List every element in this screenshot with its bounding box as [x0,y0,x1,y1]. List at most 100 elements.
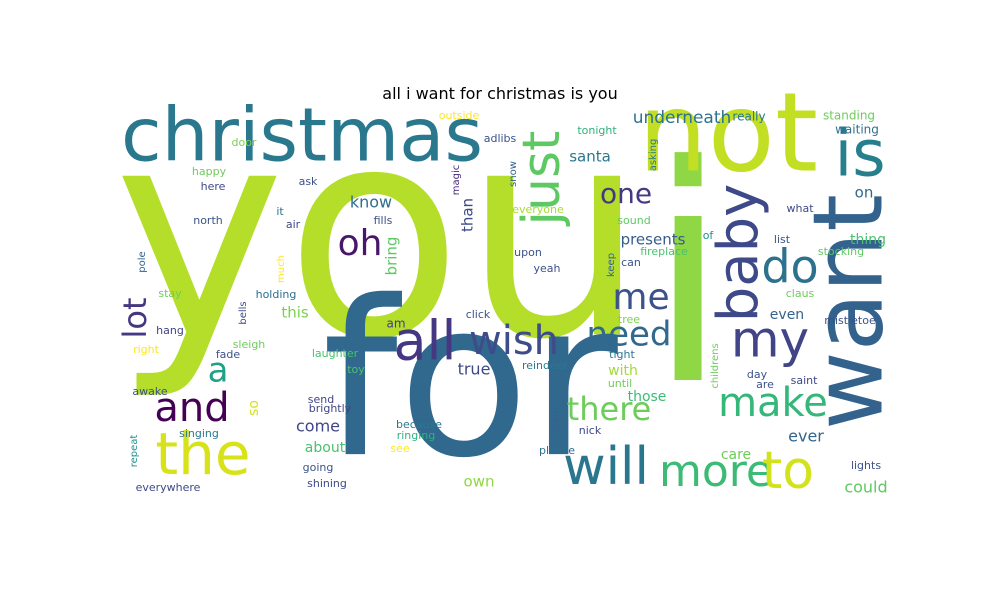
word-wish: wish [469,318,559,364]
word-because: because [396,418,442,431]
word-than: than [459,198,477,232]
word-not: not [638,68,818,196]
word-tight: tight [609,348,635,361]
word-oh: oh [338,223,383,264]
word-will: will [563,437,649,497]
word-claus: claus [786,287,815,300]
word-want: want [792,194,904,430]
word-there: there [567,390,652,428]
word-going: going [303,461,334,474]
word-ringing: ringing [397,429,436,442]
word-snow: snow [508,161,519,187]
word-air: air [286,218,301,231]
word-toy: toy [347,363,365,376]
word-about: about [305,440,346,456]
word-santa: santa [569,148,611,166]
word-lights: lights [851,459,881,472]
word-happy: happy [192,165,227,178]
word-know: know [350,193,392,212]
word-really: really [732,110,765,124]
word-door: door [232,136,257,149]
word-with: with [608,363,638,379]
word-holding: holding [256,288,297,301]
word-magic: magic [451,165,462,196]
word-everyone: everyone [512,203,564,216]
word-care: care [721,447,751,463]
word-ever: ever [788,427,824,446]
word-make: make [718,380,828,426]
word-singing: singing [179,427,219,440]
word-pole: pole [137,251,148,272]
word-are: are [756,378,774,391]
word-am: am [386,317,405,331]
word-everywhere: everywhere [136,481,201,494]
word-awake: awake [132,385,167,398]
word-one: one [600,177,652,210]
word-do: do [761,240,818,294]
word-my: my [731,311,809,369]
word-stocking: stocking [818,245,864,258]
word-sound: sound [617,214,650,227]
word-saint: saint [791,374,818,387]
word-thing: thing [850,232,886,248]
word-keep: keep [606,253,617,277]
word-childrens: childrens [710,343,721,388]
word-list: list [774,233,791,246]
word-north: north [193,214,223,227]
word-send: send [308,393,334,406]
word-this: this [281,304,309,322]
word-shining: shining [307,477,347,490]
word-brightly: brightly [309,402,352,415]
word-tonight: tonight [577,124,617,137]
word-ask: ask [299,175,318,188]
word-more: more [659,446,773,497]
word-baby: baby [706,184,771,323]
word-upon: upon [514,246,542,259]
word-click: click [466,308,491,321]
word-you: you [114,66,647,403]
word-could: could [844,478,887,497]
word-stay: stay [158,287,182,300]
word-outside: outside [439,109,480,122]
word-yeah: yeah [534,262,561,275]
word-i: i [646,102,729,451]
word-christmas: christmas [121,93,483,179]
word-bring: bring [383,237,401,276]
word-presents: presents [621,231,686,249]
word-what: what [786,202,814,215]
word-standing: standing [823,109,875,123]
word-see: see [390,442,409,455]
word-just: just [512,131,572,227]
word-please: please [539,444,575,457]
word-true: true [458,360,491,379]
word-the: the [155,420,250,488]
word-day: day [747,368,768,381]
word-mistletoe: mistletoe [824,314,876,327]
word-underneath: underneath [633,108,732,128]
word-a: a [208,351,229,391]
word-reindeer: reindeer [522,359,569,372]
word-can: can [621,256,641,269]
word-all: all [393,310,456,373]
word-adlibs: adlibs [484,132,517,145]
word-even: even [770,307,804,323]
word-fills: fills [374,214,393,227]
word-laughter: laughter [312,347,359,360]
word-sleigh: sleigh [233,338,266,351]
word-much: much [276,255,287,283]
word-nick: nick [579,424,602,437]
word-fireplace: fireplace [640,245,688,258]
word-asking: asking [648,139,659,172]
word-hang: hang [156,324,184,337]
word-on: on [855,184,874,202]
word-tree: tree [618,313,640,326]
word-until: until [608,377,632,390]
word-of: of [703,229,715,242]
word-own: own [464,473,495,491]
chart-title: all i want for christmas is you [382,84,618,103]
word-me: me [612,277,669,318]
word-so: so [246,400,262,416]
word-it: it [276,205,284,218]
word-for: for [322,254,618,505]
